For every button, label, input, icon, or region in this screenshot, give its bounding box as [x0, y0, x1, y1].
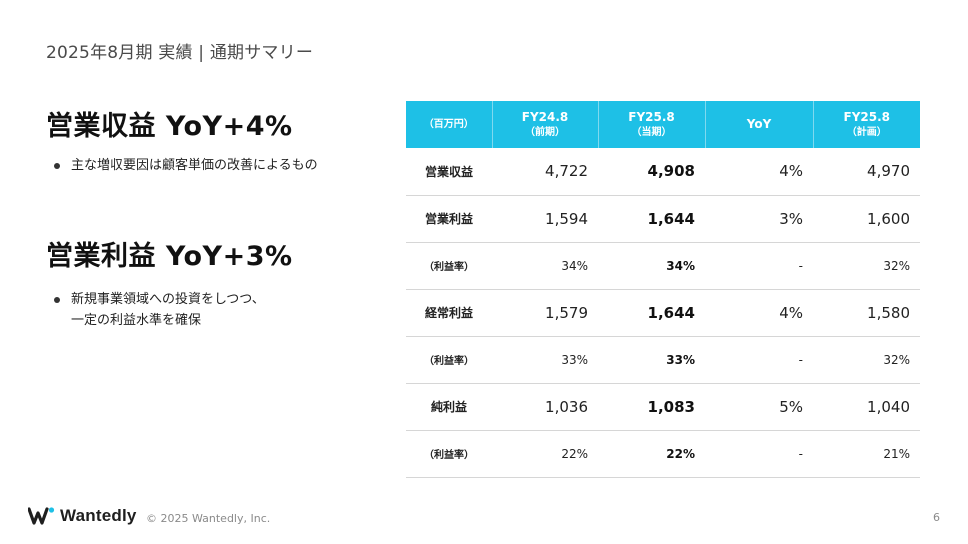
row-label: 経常利益 — [406, 289, 492, 337]
col-header-title: FY25.8 — [843, 109, 891, 124]
cell-plan: 4,970 — [813, 148, 920, 196]
cell-yoy: 5% — [705, 383, 813, 431]
page-number: 6 — [933, 511, 940, 524]
cell-yoy: - — [705, 336, 813, 384]
table-row: 営業利益 1,594 1,644 3% 1,600 — [406, 195, 920, 243]
table-row: 純利益 1,036 1,083 5% 1,040 — [406, 383, 920, 431]
financial-summary-table: （百万円） FY24.8 （前期） FY25.8 （当期） YoY FY25.8 （計… — [406, 101, 920, 478]
col-header-plan: FY25.8 （計画） — [813, 101, 920, 148]
row-label: 営業収益 — [406, 148, 492, 196]
row-label: 純利益 — [406, 383, 492, 431]
cell-yoy: 4% — [705, 289, 813, 337]
cell-cur: 1,644 — [598, 289, 705, 337]
table-row: 経常利益 1,579 1,644 4% 1,580 — [406, 289, 920, 337]
cell-cur: 33% — [598, 336, 705, 384]
cell-prev: 4,722 — [492, 148, 598, 196]
wantedly-w-logo-icon — [28, 507, 55, 525]
bullet-operating-profit-text: 新規事業領域への投資をしつつ、 一定の利益水準を確保 — [71, 292, 265, 328]
table-header-row: （百万円） FY24.8 （前期） FY25.8 （当期） YoY FY25.8 （計… — [406, 101, 920, 148]
col-header-sub: （当期） — [631, 126, 672, 138]
col-header-title: FY24.8 — [521, 109, 569, 124]
cell-cur: 34% — [598, 242, 705, 290]
bullet-dot-icon — [54, 163, 60, 169]
cell-cur: 22% — [598, 430, 705, 478]
table-row: （利益率） 22% 22% - 21% — [406, 430, 920, 478]
cell-yoy: 4% — [705, 148, 813, 196]
brand-name: Wantedly — [60, 506, 137, 525]
cell-plan: 1,580 — [813, 289, 920, 337]
bullet-revenue: 主な増収要因は顧客単価の改善によるもの — [54, 155, 318, 176]
table-row: （利益率） 33% 33% - 32% — [406, 336, 920, 384]
cell-yoy: 3% — [705, 195, 813, 243]
col-header-sub: （前期） — [525, 126, 565, 138]
footer-logo: Wantedly — [28, 506, 137, 526]
col-header-sub: （計画） — [846, 126, 887, 138]
table-row: 営業収益 4,722 4,908 4% 4,970 — [406, 148, 920, 196]
row-label: （利益率） — [406, 242, 492, 290]
unit-header: （百万円） — [406, 101, 493, 148]
cell-cur: 4,908 — [598, 148, 705, 196]
col-header-yoy: YoY — [705, 101, 814, 148]
col-header-title: YoY — [746, 117, 772, 131]
cell-prev: 22% — [492, 430, 598, 478]
cell-plan: 21% — [813, 430, 920, 478]
cell-cur: 1,644 — [598, 195, 705, 243]
cell-prev: 1,036 — [492, 383, 598, 431]
row-label: （利益率） — [406, 430, 492, 478]
cell-cur: 1,083 — [598, 383, 705, 431]
copyright: © 2025 Wantedly, Inc. — [146, 512, 271, 525]
bullet-revenue-text: 主な増収要因は顧客単価の改善によるもの — [71, 158, 318, 173]
cell-plan: 1,040 — [813, 383, 920, 431]
row-label: （利益率） — [406, 336, 492, 384]
bullet-dot-icon — [54, 297, 60, 303]
page-title: 2025年8月期 実績 | 通期サマリー — [46, 43, 314, 63]
cell-prev: 1,579 — [492, 289, 598, 337]
table-row: （利益率） 34% 34% - 32% — [406, 242, 920, 290]
headline-revenue: 営業収益 YoY+4% — [46, 111, 293, 142]
cell-plan: 32% — [813, 336, 920, 384]
cell-prev: 33% — [492, 336, 598, 384]
cell-plan: 32% — [813, 242, 920, 290]
col-header-fy25: FY25.8 （当期） — [598, 101, 706, 148]
cell-yoy: - — [705, 242, 813, 290]
cell-prev: 34% — [492, 242, 598, 290]
cell-plan: 1,600 — [813, 195, 920, 243]
bullet-operating-profit: 新規事業領域への投資をしつつ、 一定の利益水準を確保 — [54, 289, 265, 331]
row-label: 営業利益 — [406, 195, 492, 243]
cell-prev: 1,594 — [492, 195, 598, 243]
col-header-title: FY25.8 — [628, 109, 675, 124]
headline-operating-profit: 営業利益 YoY+3% — [46, 241, 293, 272]
col-header-fy24: FY24.8 （前期） — [492, 101, 599, 148]
cell-yoy: - — [705, 430, 813, 478]
